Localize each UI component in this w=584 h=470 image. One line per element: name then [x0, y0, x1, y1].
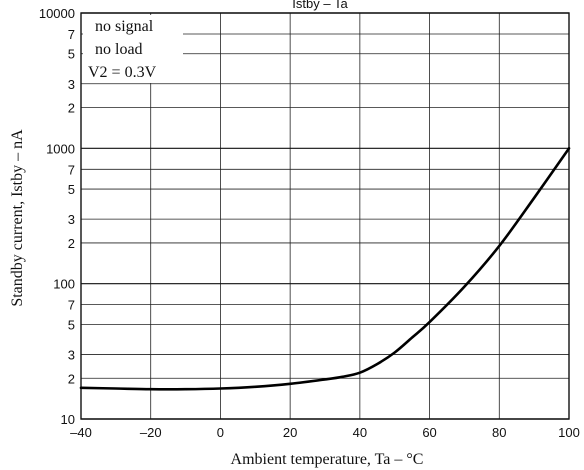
- y-tick-label: 7: [68, 162, 75, 177]
- annotation-v2: V2 = 0.3V: [88, 64, 157, 81]
- x-tick-labels: –40 –20 0 20 40 60 80 100: [70, 425, 580, 440]
- y-tick-label: 10: [61, 412, 75, 427]
- chart-title: Istby – Ta: [292, 0, 348, 11]
- y-tick-label: 100: [53, 277, 75, 292]
- x-tick-label: 40: [353, 425, 367, 440]
- y-tick-label: 3: [68, 212, 75, 227]
- x-tick-label: –20: [140, 425, 162, 440]
- grid: [80, 12, 570, 420]
- y-tick-label: 1000: [46, 141, 75, 156]
- annotation-no-load: no load: [95, 41, 143, 58]
- x-tick-label: 20: [283, 425, 297, 440]
- x-tick-label: 100: [558, 425, 580, 440]
- x-tick-label: 80: [492, 425, 506, 440]
- y-tick-label: 7: [68, 27, 75, 42]
- series-layer: [79, 147, 571, 391]
- x-tick-label: 60: [422, 425, 436, 440]
- y-tick-label: 3: [68, 77, 75, 92]
- y-tick-label: 2: [68, 101, 75, 116]
- y-tick-label: 10000: [39, 6, 75, 21]
- annotation-box: [83, 15, 183, 83]
- y-tick-label: 2: [68, 236, 75, 251]
- y-tick-label: 5: [68, 47, 75, 62]
- y-tick-label: 5: [68, 317, 75, 332]
- y-tick-label: 5: [68, 182, 75, 197]
- y-tick-label: 3: [68, 347, 75, 362]
- y-tick-label: 7: [68, 298, 75, 313]
- series-line: [79, 147, 571, 391]
- y-tick-label: 2: [68, 371, 75, 386]
- plot-frame: [80, 12, 570, 420]
- x-tick-label: 0: [217, 425, 224, 440]
- y-axis-label: Standby current, Istby – nA: [9, 129, 26, 307]
- x-axis-label: Ambient temperature, Ta – °C: [231, 451, 424, 468]
- y-tick-labels: 10 2 3 5 7 100 2 3 5 7 1000 2 3 5 7 10000: [39, 6, 75, 427]
- x-tick-label: –40: [70, 425, 92, 440]
- annotation-no-signal: no signal: [95, 18, 154, 35]
